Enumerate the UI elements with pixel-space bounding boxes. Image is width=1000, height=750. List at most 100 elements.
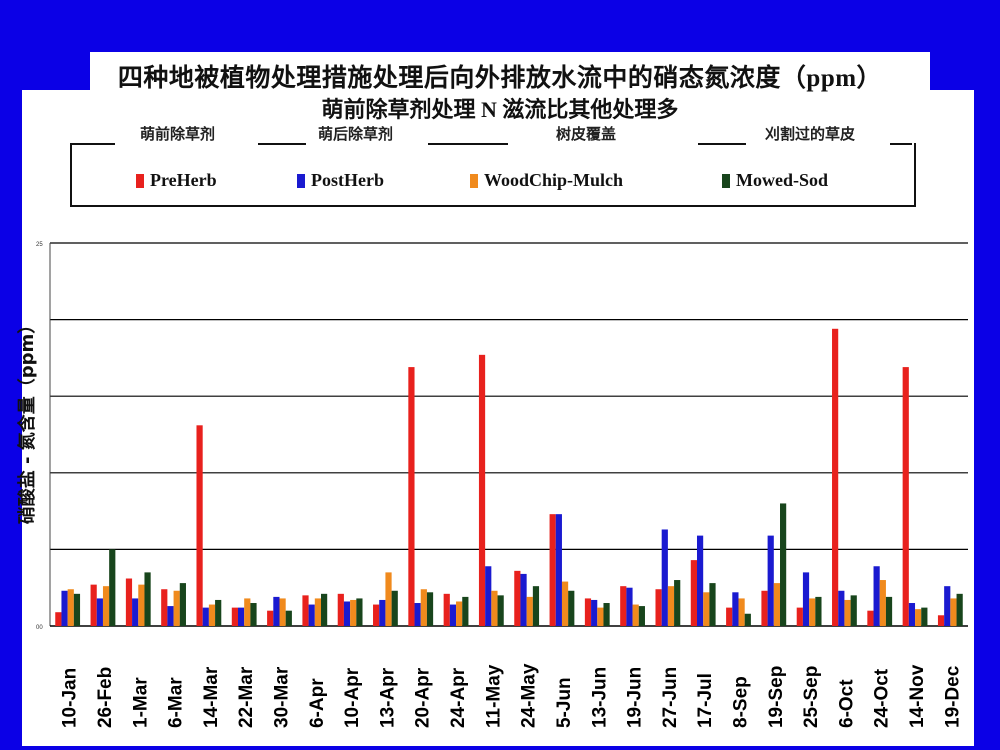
bar-postherb [237, 607, 245, 626]
bar-preherb [937, 615, 945, 626]
legend-bracket-1 [70, 143, 115, 145]
bar-mowed-sod [850, 595, 857, 626]
bar-preherb [655, 589, 662, 626]
bar-woodchip-mulch [138, 584, 145, 626]
bar-woodchip-mulch [915, 609, 922, 626]
bar-woodchip-mulch [385, 572, 392, 626]
bar-postherb [273, 596, 280, 626]
bar-woodchip-mulch [738, 598, 745, 626]
bar-postherb [308, 604, 315, 626]
group-label-mowed-sod: 刈割过的草皮 [765, 125, 856, 143]
bar-preherb [55, 612, 62, 626]
bar-postherb [167, 606, 174, 626]
bar-postherb [873, 566, 880, 626]
bar-preherb [161, 589, 168, 626]
x-tick-label: 19-Sep [766, 666, 787, 728]
bar-postherb [96, 598, 103, 626]
bar-woodchip-mulch [703, 592, 710, 626]
x-tick-label: 13-Jun [589, 667, 610, 728]
bar-woodchip-mulch [844, 599, 851, 626]
bar-mowed-sod [532, 586, 540, 626]
x-tick-label: 11-May [483, 664, 504, 728]
bar-preherb [620, 586, 627, 626]
bar-woodchip-mulch [102, 586, 110, 626]
x-tick-label: 19-Dec [942, 665, 963, 728]
chart-title: 四种地被植物处理措施处理后向外排放水流中的硝态氮浓度（ppm） [117, 65, 883, 92]
bar-mowed-sod [285, 610, 292, 626]
bar-woodchip-mulch [244, 598, 251, 626]
x-tick-label: 6-Mar [166, 677, 187, 728]
bar-postherb [661, 529, 668, 626]
bar-preherb [867, 610, 874, 626]
bar-woodchip-mulch [67, 589, 74, 626]
legend-label-mowed-sod: Mowed-Sod [736, 170, 829, 190]
bar-preherb [196, 425, 203, 626]
legend-swatch-mowed-sod [722, 173, 730, 188]
bar-postherb [908, 603, 916, 626]
bar-mowed-sod [144, 572, 151, 626]
legend-item-woodchip: WoodChip-Mulch [470, 170, 623, 191]
legend-bracket-4 [698, 143, 746, 145]
bar-preherb [373, 604, 380, 626]
bar-woodchip-mulch [350, 599, 357, 626]
bar-mowed-sod [709, 583, 716, 626]
bar-postherb [732, 592, 739, 626]
x-tick-label: 24-May [519, 663, 540, 728]
x-tick-label: 25-Sep [801, 666, 822, 728]
bar-preherb [549, 514, 556, 626]
bar-postherb [414, 603, 421, 626]
bar-preherb [125, 578, 133, 626]
legend-bracket-3 [428, 143, 508, 145]
legend-item-mowed-sod: Mowed-Sod [722, 170, 828, 191]
bar-woodchip-mulch [879, 580, 886, 626]
bar-preherb [902, 367, 909, 626]
y-tick-label: 25 [36, 242, 43, 248]
bar-preherb [231, 607, 238, 626]
bar-mowed-sod [568, 590, 575, 626]
bar-postherb [379, 599, 386, 626]
bar-preherb [796, 607, 803, 626]
bar-postherb [61, 590, 68, 626]
bar-woodchip-mulch [773, 583, 781, 626]
bar-woodchip-mulch [950, 598, 957, 626]
x-tick-label: 22-Mar [236, 666, 257, 728]
chart-subtitle: 萌前除草剂处理 N 滋流比其他处理多 [321, 97, 679, 122]
x-tick-label: 24-Apr [448, 667, 469, 728]
bar-woodchip-mulch [597, 607, 604, 626]
bar-woodchip-mulch [632, 604, 639, 626]
legend-bracket-5 [890, 143, 912, 145]
x-tick-label: 26-Feb [95, 667, 116, 728]
bar-woodchip-mulch [561, 581, 569, 626]
bar-mowed-sod [638, 606, 645, 626]
bar-mowed-sod [73, 593, 81, 626]
bar-preherb [267, 610, 274, 626]
bar-woodchip-mulch [809, 598, 816, 626]
x-tick-label: 5-Jun [554, 677, 575, 728]
bar-woodchip-mulch [456, 601, 463, 626]
bar-mowed-sod [179, 583, 186, 626]
legend-swatch-woodchip [470, 173, 478, 188]
bar-postherb [802, 572, 810, 626]
x-tick-label: 6-Oct [836, 679, 857, 728]
y-tick-label: 00 [36, 625, 43, 631]
x-tick-label: 14-Mar [201, 666, 222, 728]
bar-postherb [696, 535, 704, 626]
bar-mowed-sod [462, 596, 469, 626]
bar-preherb [443, 593, 450, 626]
bar-woodchip-mulch [491, 590, 498, 626]
group-label-postherb: 萌后除草剂 [318, 125, 394, 143]
x-tick-label: 27-Jun [660, 667, 681, 728]
legend-item-preherb: PreHerb [136, 170, 217, 191]
bar-mowed-sod [780, 503, 787, 626]
bar-mowed-sod [497, 595, 504, 626]
bar-postherb [132, 598, 139, 626]
bar-woodchip-mulch [667, 586, 675, 626]
bar-postherb [838, 590, 845, 626]
x-tick-label: 13-Apr [377, 667, 398, 728]
bar-woodchip-mulch [420, 589, 427, 626]
bar-mowed-sod [815, 596, 822, 626]
bar-mowed-sod [426, 592, 434, 626]
title-box [90, 52, 930, 94]
bar-woodchip-mulch [279, 598, 286, 626]
bar-preherb [690, 560, 697, 626]
